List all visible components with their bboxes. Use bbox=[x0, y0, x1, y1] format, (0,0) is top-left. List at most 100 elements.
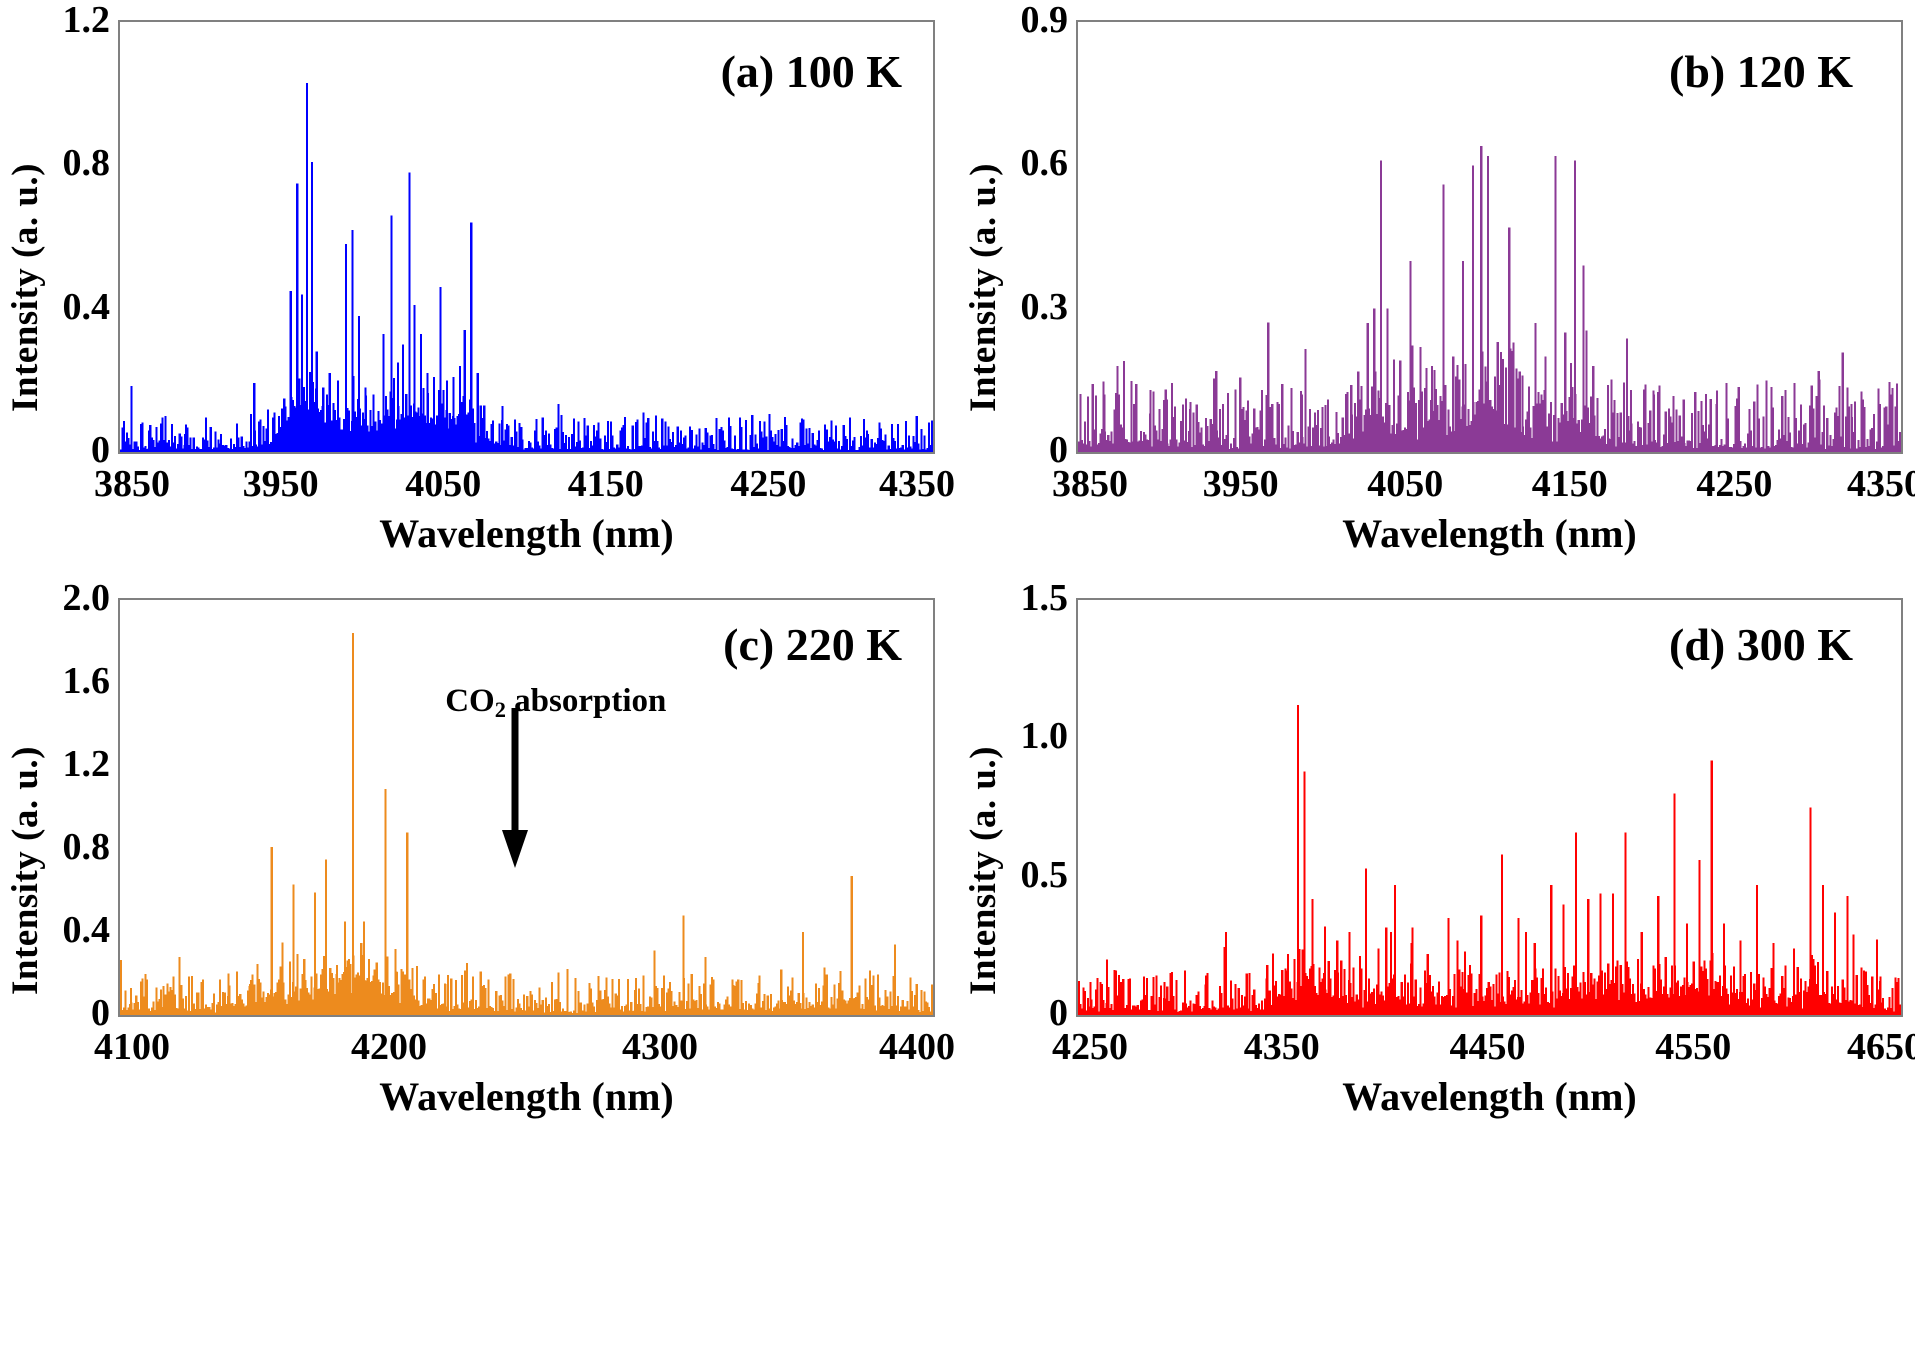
panel-d-xlabel: Wavelength (nm) bbox=[1342, 1074, 1637, 1119]
x-tick-minor bbox=[1325, 20, 1327, 22]
y-tick-minor bbox=[118, 237, 120, 239]
x-tick-label: 4650 bbox=[1847, 1026, 1915, 1068]
x-tick-major bbox=[1078, 452, 1080, 454]
x-tick-minor bbox=[1181, 598, 1183, 600]
x-tick-major bbox=[931, 452, 933, 454]
panel-c-xtick-labels: 4100 4200 4300 4400 bbox=[94, 1025, 955, 1071]
x-tick-minor bbox=[689, 20, 691, 22]
x-tick-major bbox=[931, 1015, 933, 1017]
panel-c-spectrum bbox=[120, 633, 933, 1015]
x-tick-major bbox=[1695, 598, 1697, 600]
panel-a-xlabel: Wavelength (nm) bbox=[379, 511, 674, 556]
panel-b-plot-area bbox=[1076, 20, 1903, 454]
x-tick-label: 4250 bbox=[730, 463, 807, 505]
y-tick-label: 0.4 bbox=[62, 909, 111, 951]
panel-b-xlabel: Wavelength (nm) bbox=[1342, 511, 1637, 556]
x-tick-label: 4250 bbox=[1052, 1026, 1128, 1068]
y-tick-label: 1.6 bbox=[62, 660, 111, 702]
x-tick-label: 3850 bbox=[1052, 463, 1128, 505]
y-tick-major bbox=[118, 1015, 120, 1017]
x-tick-minor bbox=[1387, 598, 1389, 600]
x-tick-label: 4200 bbox=[351, 1026, 427, 1068]
y-tick-major bbox=[933, 1015, 935, 1017]
x-tick-label: 4450 bbox=[1449, 1026, 1526, 1068]
x-tick-major bbox=[391, 1015, 393, 1017]
x-tick-minor bbox=[689, 452, 691, 454]
y-tick-major bbox=[933, 165, 935, 167]
panel-a-xtick-labels: 3850 3950 4050 4150 4250 4350 bbox=[94, 462, 955, 508]
y-tick-major bbox=[933, 683, 935, 685]
x-tick-major bbox=[770, 20, 772, 22]
x-tick-minor bbox=[852, 452, 854, 454]
x-tick-major bbox=[1078, 20, 1080, 22]
x-tick-label: 4250 bbox=[1696, 463, 1773, 505]
x-tick-minor bbox=[1160, 452, 1162, 454]
x-tick-label: 4150 bbox=[567, 463, 644, 505]
x-tick-minor bbox=[256, 598, 258, 600]
panel-a-spectrum bbox=[120, 82, 933, 452]
x-tick-minor bbox=[1592, 598, 1594, 600]
y-tick-label: 1.2 bbox=[62, 743, 111, 785]
x-tick-major bbox=[391, 598, 393, 600]
y-tick-minor bbox=[1901, 946, 1903, 948]
panel-a-100k: Intensity (a. u.) 0 0.4 0.8 1.2 3850 3950 405… bbox=[0, 0, 957, 575]
x-tick-minor bbox=[1798, 1015, 1800, 1017]
y-tick-label: 0.9 bbox=[1020, 0, 1069, 41]
x-tick-major bbox=[120, 1015, 122, 1017]
y-tick-major bbox=[933, 766, 935, 768]
y-tick-minor bbox=[933, 974, 935, 976]
x-tick-label: 4100 bbox=[94, 1026, 170, 1068]
y-tick-major bbox=[118, 452, 120, 454]
x-tick-minor bbox=[527, 1015, 529, 1017]
x-tick-major bbox=[662, 598, 664, 600]
x-tick-label: 4350 bbox=[1847, 463, 1915, 505]
x-tick-label: 4050 bbox=[405, 463, 482, 505]
x-tick-minor bbox=[1490, 452, 1492, 454]
y-tick-label: 0.5 bbox=[1020, 853, 1069, 896]
y-tick-major bbox=[118, 849, 120, 851]
x-tick-minor bbox=[1798, 598, 1800, 600]
y-tick-minor bbox=[1901, 669, 1903, 671]
x-tick-major bbox=[445, 20, 447, 22]
panel-d-ytick-labels: 0 0.5 1.0 1.5 bbox=[980, 577, 1072, 1160]
x-tick-major bbox=[931, 20, 933, 22]
x-tick-major bbox=[770, 452, 772, 454]
panel-b-spectrum bbox=[1078, 146, 1901, 452]
y-tick-label: 1.0 bbox=[1020, 715, 1069, 758]
x-tick-label: 4350 bbox=[879, 463, 955, 505]
y-tick-major bbox=[118, 22, 120, 24]
y-tick-minor bbox=[933, 642, 935, 644]
y-tick-major bbox=[1901, 877, 1903, 879]
x-tick-major bbox=[1078, 1015, 1080, 1017]
y-tick-minor bbox=[933, 725, 935, 727]
y-tick-minor bbox=[1076, 380, 1078, 382]
x-tick-minor bbox=[1387, 1015, 1389, 1017]
x-tick-major bbox=[1243, 452, 1245, 454]
y-tick-minor bbox=[1076, 669, 1078, 671]
x-tick-major bbox=[120, 598, 122, 600]
y-tick-major bbox=[118, 309, 120, 311]
panel-c-plot-area: CO2 absorption bbox=[118, 598, 935, 1017]
y-tick-label: 0.8 bbox=[62, 826, 111, 868]
y-tick-major bbox=[933, 600, 935, 602]
y-tick-minor bbox=[1076, 808, 1078, 810]
x-tick-minor bbox=[1654, 452, 1656, 454]
x-tick-minor bbox=[527, 452, 529, 454]
x-tick-major bbox=[1736, 452, 1738, 454]
x-tick-minor bbox=[798, 598, 800, 600]
y-tick-major bbox=[1076, 452, 1078, 454]
x-tick-minor bbox=[1181, 1015, 1183, 1017]
x-tick-minor bbox=[1160, 20, 1162, 22]
y-tick-major bbox=[1076, 22, 1078, 24]
x-tick-major bbox=[608, 452, 610, 454]
y-tick-label: 0 bbox=[91, 429, 110, 471]
y-tick-major bbox=[1076, 165, 1078, 167]
co2-annotation-subscript: 2 bbox=[494, 697, 506, 723]
y-tick-minor bbox=[933, 94, 935, 96]
panel-d-tag: (d) 300 K bbox=[1669, 619, 1853, 670]
x-tick-major bbox=[1407, 452, 1409, 454]
x-tick-major bbox=[1490, 598, 1492, 600]
x-tick-label: 3950 bbox=[242, 463, 319, 505]
x-tick-major bbox=[1899, 1015, 1901, 1017]
y-tick-minor bbox=[118, 94, 120, 96]
